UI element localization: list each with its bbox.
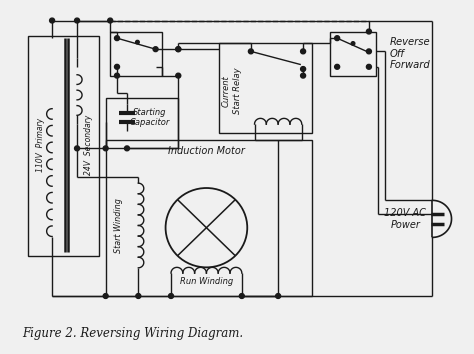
Circle shape bbox=[335, 64, 340, 69]
Circle shape bbox=[239, 293, 244, 298]
Circle shape bbox=[301, 49, 306, 54]
Circle shape bbox=[169, 293, 173, 298]
Text: Run Winding: Run Winding bbox=[180, 278, 233, 286]
Circle shape bbox=[115, 73, 119, 78]
Circle shape bbox=[74, 146, 80, 151]
Text: Current
Start Relay: Current Start Relay bbox=[222, 68, 242, 114]
Text: Starting
Capacitor: Starting Capacitor bbox=[129, 108, 170, 127]
Text: Reverse
Off
Forward: Reverse Off Forward bbox=[389, 37, 430, 70]
Circle shape bbox=[115, 64, 119, 69]
Circle shape bbox=[136, 293, 141, 298]
Bar bbox=[110, 32, 163, 76]
Circle shape bbox=[108, 18, 113, 23]
Text: 24V  Secondary: 24V Secondary bbox=[84, 115, 93, 175]
Bar bbox=[219, 42, 312, 133]
Circle shape bbox=[136, 40, 139, 44]
Circle shape bbox=[276, 293, 281, 298]
Text: 120V AC
Power: 120V AC Power bbox=[384, 208, 426, 230]
Circle shape bbox=[301, 67, 306, 72]
Circle shape bbox=[176, 73, 181, 78]
Bar bbox=[106, 98, 178, 148]
Circle shape bbox=[335, 36, 340, 41]
Circle shape bbox=[248, 49, 254, 54]
Circle shape bbox=[176, 47, 181, 52]
Circle shape bbox=[103, 146, 108, 151]
Circle shape bbox=[351, 42, 355, 45]
Circle shape bbox=[366, 29, 372, 34]
Text: Induction Motor: Induction Motor bbox=[168, 145, 245, 155]
Circle shape bbox=[366, 49, 372, 54]
Text: Figure 2. Reversing Wiring Diagram.: Figure 2. Reversing Wiring Diagram. bbox=[22, 327, 244, 340]
Circle shape bbox=[153, 47, 158, 52]
Circle shape bbox=[50, 18, 55, 23]
Circle shape bbox=[103, 293, 108, 298]
Circle shape bbox=[115, 36, 119, 41]
Circle shape bbox=[366, 64, 372, 69]
Text: Start Winding: Start Winding bbox=[114, 198, 123, 253]
Circle shape bbox=[74, 18, 80, 23]
Circle shape bbox=[301, 73, 306, 78]
Bar bbox=[330, 32, 376, 76]
Bar bbox=[28, 36, 99, 256]
Circle shape bbox=[176, 47, 181, 52]
Bar bbox=[106, 139, 312, 296]
Circle shape bbox=[125, 146, 129, 151]
Text: 110V  Primary: 110V Primary bbox=[36, 118, 45, 172]
